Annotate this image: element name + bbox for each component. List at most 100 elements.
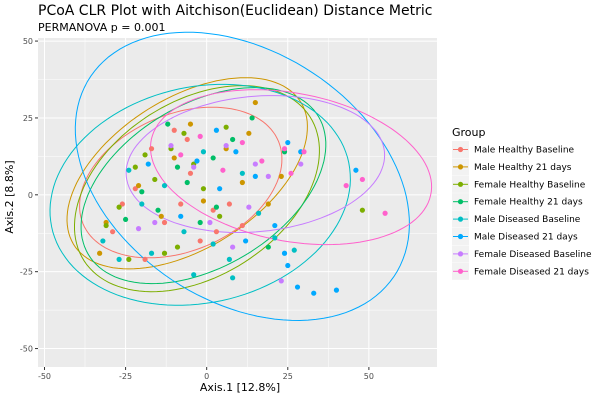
data-point	[184, 179, 190, 186]
data-point	[171, 155, 177, 161]
confidence-ellipse	[79, 106, 283, 259]
legend-swatch	[457, 199, 464, 205]
confidence-ellipse	[74, 85, 320, 293]
legend-swatch	[457, 268, 464, 274]
data-point	[194, 158, 200, 164]
x-tick-label: -25	[119, 372, 132, 381]
data-point	[359, 176, 365, 183]
data-point	[181, 130, 187, 136]
data-point	[382, 210, 388, 216]
data-point	[265, 173, 271, 179]
data-point	[294, 284, 301, 290]
x-tick-label: 50	[364, 372, 374, 381]
data-point	[142, 256, 148, 262]
data-point	[311, 290, 317, 296]
data-point	[249, 115, 255, 121]
legend-item: Male Healthy 21 days	[452, 158, 572, 176]
legend-swatch	[457, 146, 464, 153]
data-point	[116, 256, 122, 262]
data-point	[168, 143, 174, 149]
data-point	[181, 229, 187, 235]
data-point	[174, 244, 181, 250]
data-point	[155, 207, 161, 213]
data-point	[230, 275, 236, 281]
data-point	[278, 278, 284, 284]
data-point	[210, 241, 216, 247]
data-point	[210, 207, 216, 213]
data-point	[239, 222, 245, 229]
data-point	[161, 219, 168, 226]
data-point	[197, 238, 203, 244]
y-tick-label: 0	[28, 191, 33, 200]
data-point	[135, 182, 142, 189]
x-tick-label: 25	[283, 372, 293, 381]
legend-swatch	[457, 181, 464, 187]
data-point	[207, 219, 213, 226]
data-point	[217, 213, 223, 219]
data-point	[213, 229, 220, 235]
data-point	[191, 164, 197, 170]
data-point	[291, 247, 297, 253]
data-point	[230, 136, 236, 143]
legend-label: Male Healthy Baseline	[474, 146, 575, 156]
data-point	[116, 204, 122, 210]
confidence-ellipses	[49, 31, 433, 322]
confidence-ellipse	[149, 89, 433, 246]
data-point	[119, 201, 125, 207]
data-point	[161, 250, 168, 256]
data-point	[252, 161, 258, 167]
data-point	[132, 186, 138, 192]
data-point	[178, 201, 184, 207]
data-point	[174, 164, 181, 170]
data-point	[217, 186, 223, 192]
data-point	[100, 238, 106, 244]
data-point	[178, 213, 184, 219]
data-point	[285, 139, 291, 146]
data-point	[252, 173, 258, 179]
data-point	[152, 219, 158, 226]
data-point	[278, 173, 284, 179]
data-point	[178, 152, 184, 158]
confidence-ellipse	[66, 77, 308, 270]
legend-label: Male Healthy 21 days	[474, 163, 572, 173]
data-point	[126, 167, 132, 173]
y-axis-label: Axis.2 [8.8%]	[3, 160, 16, 233]
legend-label: Male Diseased Baseline	[474, 215, 581, 225]
x-tick-label: 0	[204, 372, 209, 381]
data-point	[226, 201, 232, 207]
data-point	[223, 124, 229, 130]
data-point	[353, 167, 359, 173]
data-point	[301, 149, 307, 155]
data-point	[135, 226, 142, 232]
data-point	[213, 204, 220, 210]
data-point	[132, 164, 138, 170]
legend-item: Female Healthy 21 days	[452, 193, 583, 211]
data-point	[213, 127, 220, 133]
y-tick-label: 25	[23, 114, 33, 123]
data-point	[239, 139, 245, 146]
data-point	[288, 170, 294, 176]
data-point	[252, 99, 258, 106]
data-point	[200, 186, 207, 192]
data-point	[126, 256, 132, 262]
legend: Group Male Healthy Baseline Male Healthy …	[452, 126, 592, 280]
data-point	[239, 179, 245, 186]
data-point	[139, 189, 145, 195]
data-point	[171, 127, 177, 133]
data-point	[255, 210, 262, 216]
data-point	[272, 235, 278, 241]
data-point	[259, 158, 265, 164]
data-point	[226, 256, 232, 262]
data-point	[197, 133, 203, 139]
data-point	[158, 213, 164, 219]
data-point	[184, 136, 190, 143]
data-point	[200, 149, 207, 155]
legend-item: Male Diseased 21 days	[452, 228, 578, 245]
data-point	[197, 219, 203, 226]
y-tick-label: -25	[20, 268, 33, 277]
data-point	[265, 201, 271, 207]
data-point	[142, 152, 148, 158]
data-point	[272, 222, 278, 229]
data-point	[220, 167, 226, 173]
